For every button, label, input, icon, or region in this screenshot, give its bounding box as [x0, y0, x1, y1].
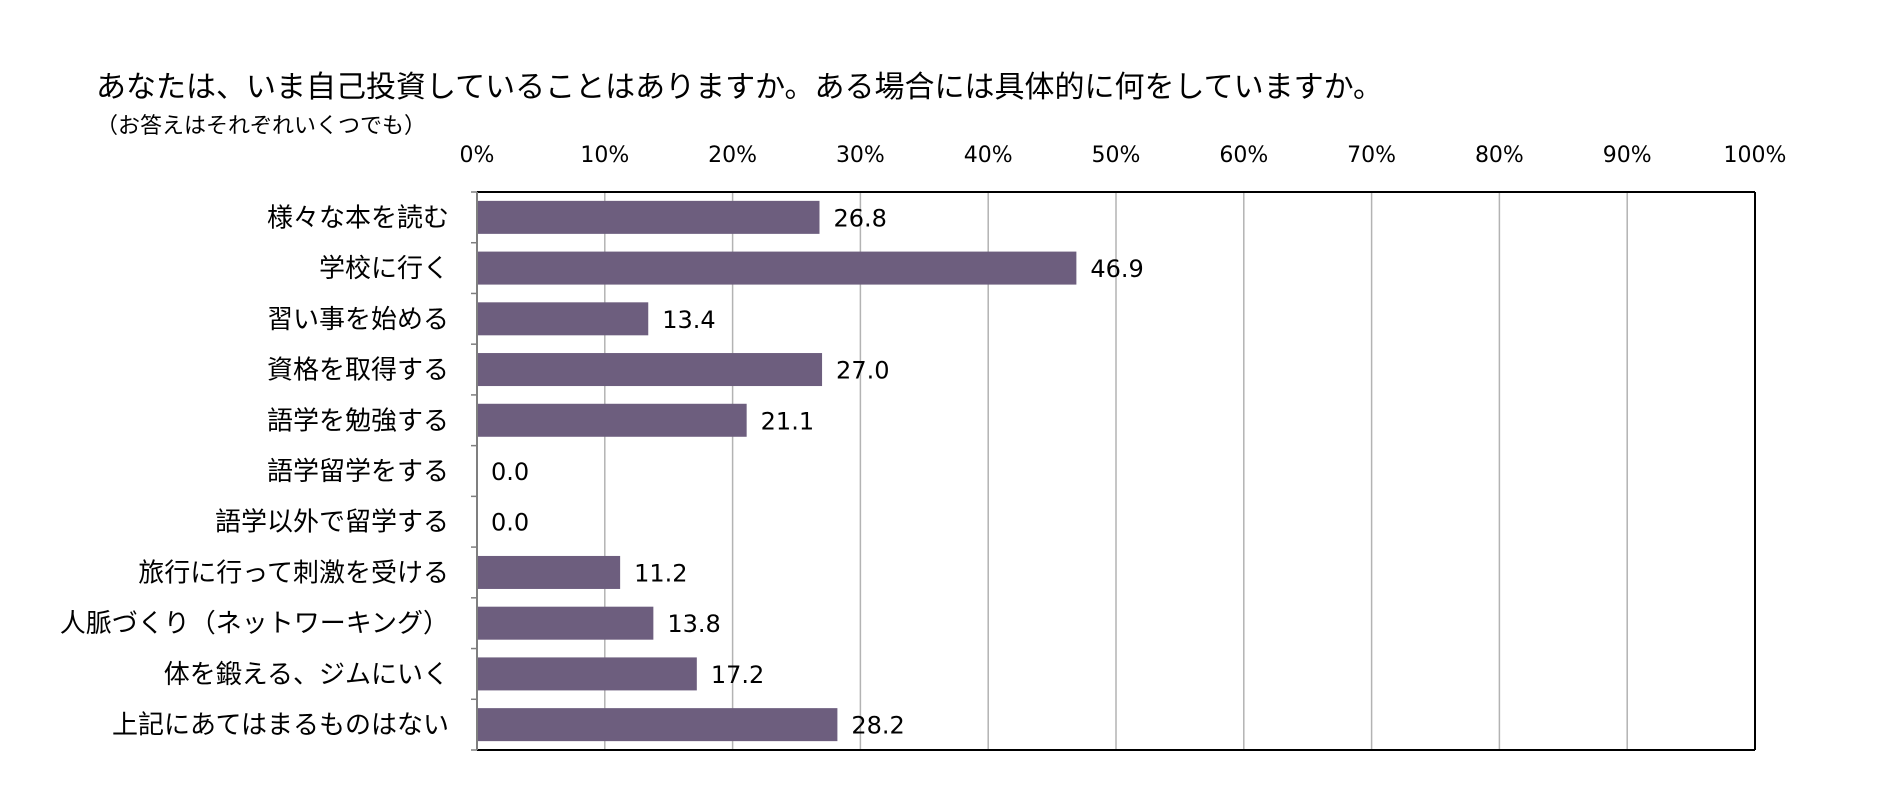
- x-tick-label: 0%: [460, 143, 495, 168]
- bar: [477, 606, 654, 640]
- labels: 0% 10% 20% 30% 40% 50% 60% 70% 80% 90% 100% 様々な本を読む…: [60, 143, 1787, 741]
- category-label: 語学留学をする: [267, 457, 449, 487]
- data-label: 26.8: [834, 204, 887, 232]
- category-label: 学校に行く: [319, 254, 449, 284]
- category-label: 上記にあてはまるものはない: [112, 711, 449, 741]
- data-label: 13.4: [662, 306, 715, 334]
- bar: [477, 555, 621, 589]
- data-label: 11.2: [634, 559, 687, 587]
- category-label: 様々な本を読む: [267, 203, 449, 233]
- data-label: 17.2: [711, 661, 764, 689]
- x-tick-label: 40%: [964, 143, 1013, 168]
- data-label: 46.9: [1090, 255, 1143, 283]
- bar: [477, 302, 649, 336]
- axes: [471, 191, 1756, 751]
- x-tick-label: 10%: [580, 143, 629, 168]
- x-tick-label: 30%: [836, 143, 885, 168]
- x-tick-label: 100%: [1724, 143, 1787, 168]
- bar: [477, 708, 838, 742]
- x-tick-label: 60%: [1219, 143, 1268, 168]
- chart-title: あなたは、いま自己投資していることはありますか。ある場合には具体的に何をしていま…: [96, 70, 1383, 105]
- data-label: 0.0: [491, 509, 529, 537]
- bar: [477, 200, 820, 234]
- x-tick-label: 20%: [708, 143, 757, 168]
- category-label: 語学を勉強する: [267, 406, 449, 436]
- category-label: 体を鍛える、ジムにいく: [164, 660, 449, 690]
- data-label: 27.0: [836, 357, 889, 385]
- category-label: 資格を取得する: [267, 356, 449, 386]
- bar: [477, 251, 1077, 285]
- bars: [477, 200, 1077, 742]
- data-label: 28.2: [851, 712, 904, 740]
- x-tick-label: 90%: [1603, 143, 1652, 168]
- bar: [477, 403, 747, 437]
- data-label: 13.8: [667, 610, 720, 638]
- bar: [477, 353, 823, 387]
- category-label: 旅行に行って刺激を受ける: [138, 558, 449, 588]
- bar: [477, 657, 697, 691]
- category-label: 語学以外で留学する: [215, 508, 449, 538]
- category-label: 人脈づくり（ネットワーキング）: [60, 609, 449, 639]
- chart-subtitle: （お答えはそれぞれいくつでも）: [96, 114, 427, 139]
- gridlines: [604, 192, 1628, 750]
- x-tick-label: 50%: [1092, 143, 1141, 168]
- data-label: 21.1: [761, 407, 814, 435]
- x-tick-label: 70%: [1347, 143, 1396, 168]
- data-label: 0.0: [491, 458, 529, 486]
- category-label: 習い事を始める: [267, 305, 449, 335]
- x-tick-label: 80%: [1475, 143, 1524, 168]
